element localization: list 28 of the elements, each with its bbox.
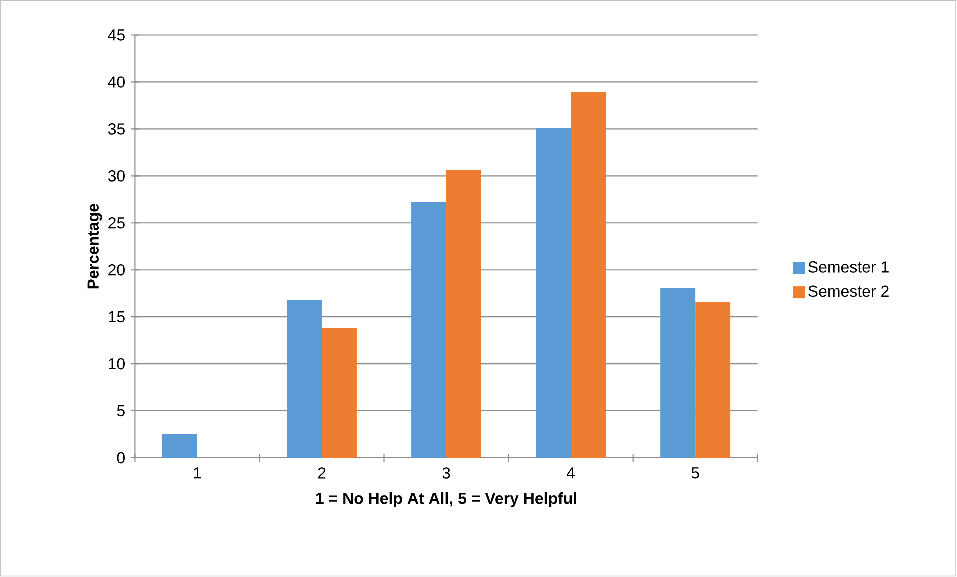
bar	[412, 202, 447, 458]
y-tick-label: 5	[117, 405, 125, 417]
y-tick-label: 40	[108, 76, 125, 88]
y-tick-label: 20	[108, 264, 125, 276]
bar	[696, 302, 731, 458]
bar	[287, 300, 322, 458]
legend-label: Semester 1	[808, 261, 889, 273]
y-tick-label: 10	[109, 358, 125, 370]
x-tick-label: 3	[442, 468, 450, 479]
y-axis-title: Percentage	[88, 204, 102, 289]
y-tick-label: 45	[108, 30, 125, 41]
x-tick-label: 4	[566, 468, 576, 479]
bar	[446, 170, 482, 458]
x-tick-label: 1	[194, 468, 202, 479]
y-tick-label: 30	[108, 170, 125, 182]
bar	[162, 434, 198, 458]
bar	[322, 328, 357, 458]
bar	[571, 92, 606, 458]
x-tick-label: 5	[692, 468, 700, 479]
bar	[660, 288, 696, 458]
bar	[536, 128, 572, 458]
y-tick-label: 15	[109, 311, 125, 323]
y-tick-label: 35	[108, 123, 125, 135]
x-tick-label: 2	[318, 468, 326, 479]
x-axis-title: 1 = No Help At All, 5 = Very Helpful	[316, 492, 576, 508]
legend-label: Semester 2	[808, 286, 889, 297]
y-tick-label: 25	[108, 217, 125, 229]
y-tick-label: 0	[117, 452, 125, 464]
